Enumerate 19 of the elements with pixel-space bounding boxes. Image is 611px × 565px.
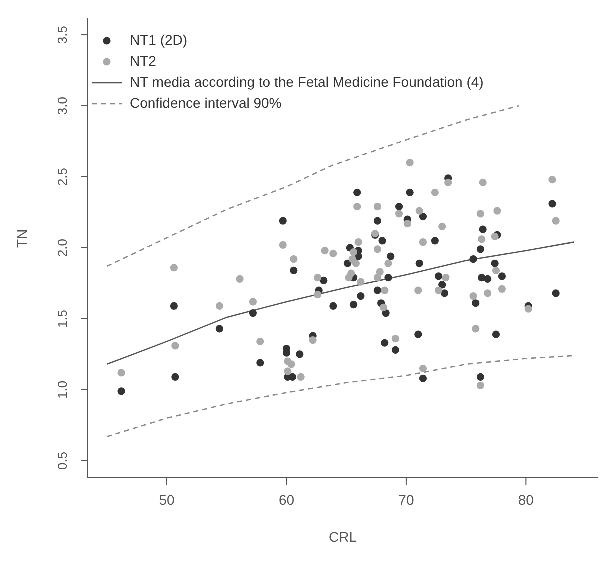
y-tick-label: 3.5 [55, 26, 70, 44]
y-axis-title: TN [14, 229, 30, 248]
x-axis-title: CRL [328, 529, 358, 545]
x-tick-label: 50 [159, 492, 176, 508]
y-tick-label: 1.0 [55, 380, 70, 400]
y-tick-label: 0.5 [55, 452, 70, 470]
x-tick-label: 80 [518, 492, 534, 508]
line-series [106, 242, 575, 366]
y-tick-label: 3.0 [55, 96, 70, 116]
legend-label: NT1 (2D) [130, 31, 188, 50]
line-series [106, 355, 575, 438]
y-tick-label: 1.5 [55, 310, 70, 328]
x-tick-label: 60 [278, 492, 295, 508]
x-tick-label: 70 [398, 492, 414, 508]
y-tick-label: 2.0 [55, 238, 70, 258]
legend-label: NT2 [130, 52, 156, 71]
legend-label: NT media according to the Fetal Medicine Foundation (4) [130, 73, 484, 92]
y-tick-label: 2.5 [55, 168, 70, 186]
legend-label: Confidence interval 90% [130, 94, 282, 113]
